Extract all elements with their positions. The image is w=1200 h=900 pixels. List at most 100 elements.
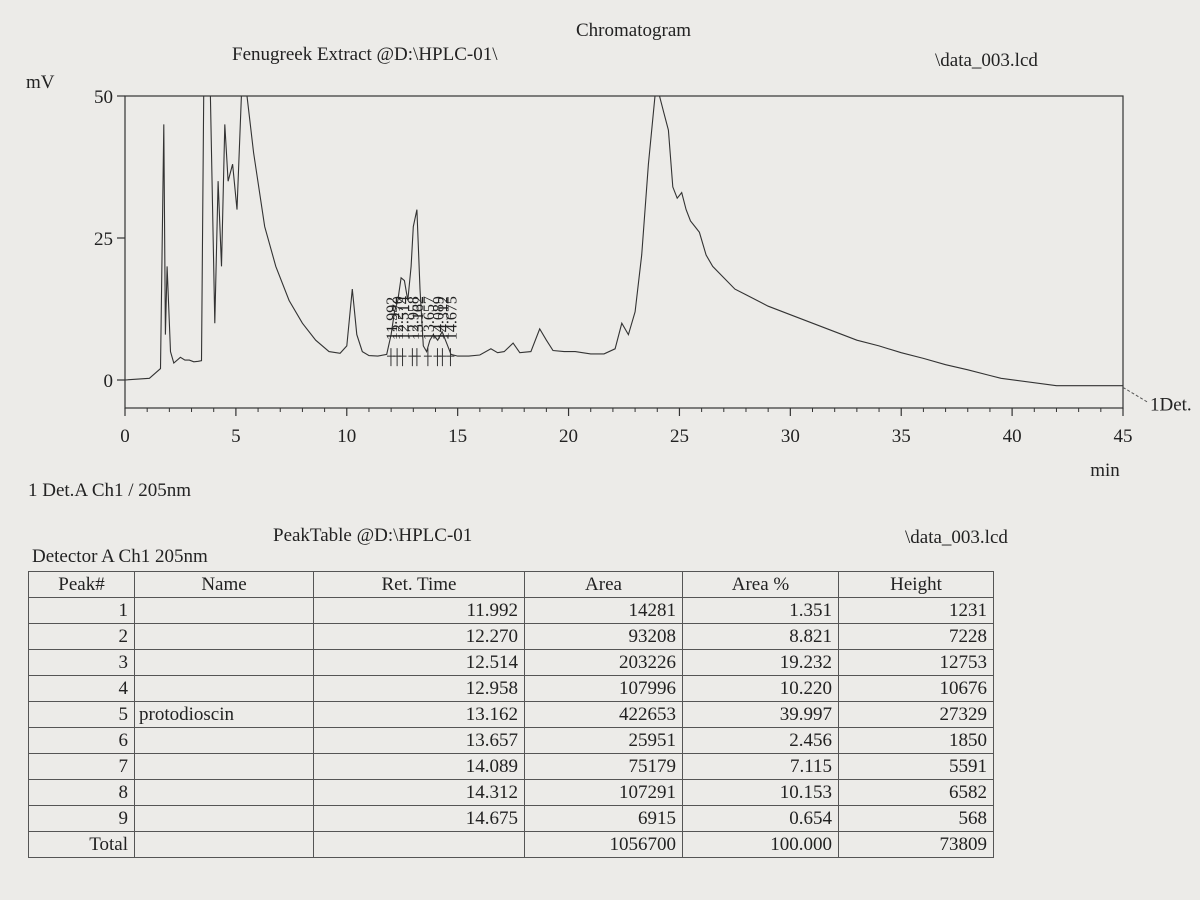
header-name: Name — [134, 571, 314, 598]
header-peak-number: Peak# — [28, 571, 135, 598]
height-cell: 12753 — [838, 649, 994, 676]
area-percent-cell: 1.351 — [682, 597, 839, 624]
height-cell: 1850 — [838, 727, 994, 754]
peak-retention-label: 13.162 — [410, 296, 427, 340]
peak-name-cell — [134, 623, 314, 650]
area-cell: 6915 — [524, 805, 683, 832]
table-total-row: Total 1056700 100.000 73809 — [28, 831, 994, 858]
y-tick-label: 0 — [104, 371, 114, 392]
data-file-name: \data_003.lcd — [935, 50, 1038, 71]
chromatogram-chart: 0 5 10 15 20 25 30 35 40 45 0 25 50 min 1Det. 11.99212.… — [94, 87, 1192, 481]
table-row: 6 13.657 25951 2.456 1850 — [28, 727, 994, 754]
area-percent-cell: 10.220 — [682, 675, 839, 702]
x-axis-unit: min — [1090, 460, 1120, 481]
peak-name-cell — [134, 649, 314, 676]
peak-table-detector: Detector A Ch1 205nm — [32, 546, 208, 567]
retention-time-cell: 14.089 — [313, 753, 525, 780]
chromatogram-trace — [125, 96, 1123, 387]
peak-number-cell: Total — [28, 831, 135, 858]
area-cell: 75179 — [524, 753, 683, 780]
height-cell: 7228 — [838, 623, 994, 650]
height-cell: 1231 — [838, 597, 994, 624]
x-tick-label: 10 — [337, 426, 356, 447]
peak-name-cell — [134, 831, 314, 858]
x-tick-label: 45 — [1114, 426, 1133, 447]
peak-name-cell — [134, 779, 314, 806]
peak-retention-label: 14.312 — [435, 296, 452, 340]
header-ret-time: Ret. Time — [313, 571, 525, 598]
peak-name-cell: protodioscin — [134, 701, 314, 728]
area-cell: 203226 — [524, 649, 683, 676]
detector-label: 1 Det.A Ch1 / 205nm — [28, 480, 192, 501]
sample-path: Fenugreek Extract @D:\HPLC-01\ — [232, 44, 498, 65]
area-percent-cell: 39.997 — [682, 701, 839, 728]
area-percent-cell: 100.000 — [682, 831, 839, 858]
area-cell: 93208 — [524, 623, 683, 650]
peak-table-file: \data_003.lcd — [905, 527, 1008, 548]
x-tick-label: 25 — [670, 426, 689, 447]
peak-number-cell: 6 — [28, 727, 135, 754]
header-area-percent: Area % — [682, 571, 839, 598]
peak-number-cell: 5 — [28, 701, 135, 728]
area-cell: 25951 — [524, 727, 683, 754]
y-axis-unit: mV — [26, 72, 55, 93]
table-row: 3 12.514 203226 19.232 12753 — [28, 649, 994, 676]
trace-label-leader — [1122, 386, 1149, 403]
table-row: 2 12.270 93208 8.821 7228 — [28, 623, 994, 650]
area-percent-cell: 7.115 — [682, 753, 839, 780]
x-tick-label: 0 — [120, 426, 130, 447]
chromatogram-title: Chromatogram — [576, 20, 692, 41]
retention-time-cell: 13.657 — [313, 727, 525, 754]
peak-table: Peak# Name Ret. Time Area Area % Height … — [28, 571, 994, 858]
peak-table-header-row: Peak# Name Ret. Time Area Area % Height — [28, 571, 994, 598]
peak-number-cell: 7 — [28, 753, 135, 780]
peak-retention-label: 12.958 — [405, 296, 422, 340]
height-cell: 568 — [838, 805, 994, 832]
area-percent-cell: 10.153 — [682, 779, 839, 806]
retention-time-cell: 13.162 — [313, 701, 525, 728]
peak-name-cell — [134, 753, 314, 780]
retention-time-cell — [313, 831, 525, 858]
area-cell: 422653 — [524, 701, 683, 728]
area-cell: 107996 — [524, 675, 683, 702]
x-tick-label: 40 — [1003, 426, 1022, 447]
peak-name-cell — [134, 597, 314, 624]
height-cell: 10676 — [838, 675, 994, 702]
y-tick-label: 50 — [94, 87, 113, 108]
trace-label: 1Det. — [1150, 394, 1192, 415]
x-tick-label: 20 — [559, 426, 578, 447]
header-area: Area — [524, 571, 683, 598]
retention-time-cell: 12.958 — [313, 675, 525, 702]
peak-retention-label: 13.657 — [421, 296, 438, 340]
peak-number-cell: 1 — [28, 597, 135, 624]
peak-table-title: PeakTable @D:\HPLC-01 — [273, 525, 473, 546]
peak-retention-label: 12.514 — [396, 296, 413, 340]
peak-name-cell — [134, 805, 314, 832]
area-percent-cell: 0.654 — [682, 805, 839, 832]
peak-name-cell — [134, 727, 314, 754]
peak-name-cell — [134, 675, 314, 702]
area-cell: 107291 — [524, 779, 683, 806]
table-row: 8 14.312 107291 10.153 6582 — [28, 779, 994, 806]
peak-retention-label: 12.270 — [390, 296, 407, 340]
height-cell: 73809 — [838, 831, 994, 858]
peak-retention-label: 14.089 — [430, 296, 447, 340]
retention-time-cell: 14.675 — [313, 805, 525, 832]
area-cell: 14281 — [524, 597, 683, 624]
table-row: 5 protodioscin 13.162 422653 39.997 27329 — [28, 701, 994, 728]
height-cell: 5591 — [838, 753, 994, 780]
plot-frame — [124, 95, 1124, 409]
peak-retention-label: 11.992 — [384, 297, 401, 340]
area-percent-cell: 8.821 — [682, 623, 839, 650]
peak-number-cell: 2 — [28, 623, 135, 650]
table-row: 7 14.089 75179 7.115 5591 — [28, 753, 994, 780]
x-tick-label: 35 — [892, 426, 911, 447]
retention-time-cell: 12.514 — [313, 649, 525, 676]
peak-retention-label: 14.675 — [443, 296, 460, 340]
height-cell: 27329 — [838, 701, 994, 728]
retention-time-cell: 12.270 — [313, 623, 525, 650]
header-height: Height — [838, 571, 994, 598]
area-percent-cell: 19.232 — [682, 649, 839, 676]
x-tick-label: 30 — [781, 426, 800, 447]
x-tick-label: 5 — [231, 426, 241, 447]
